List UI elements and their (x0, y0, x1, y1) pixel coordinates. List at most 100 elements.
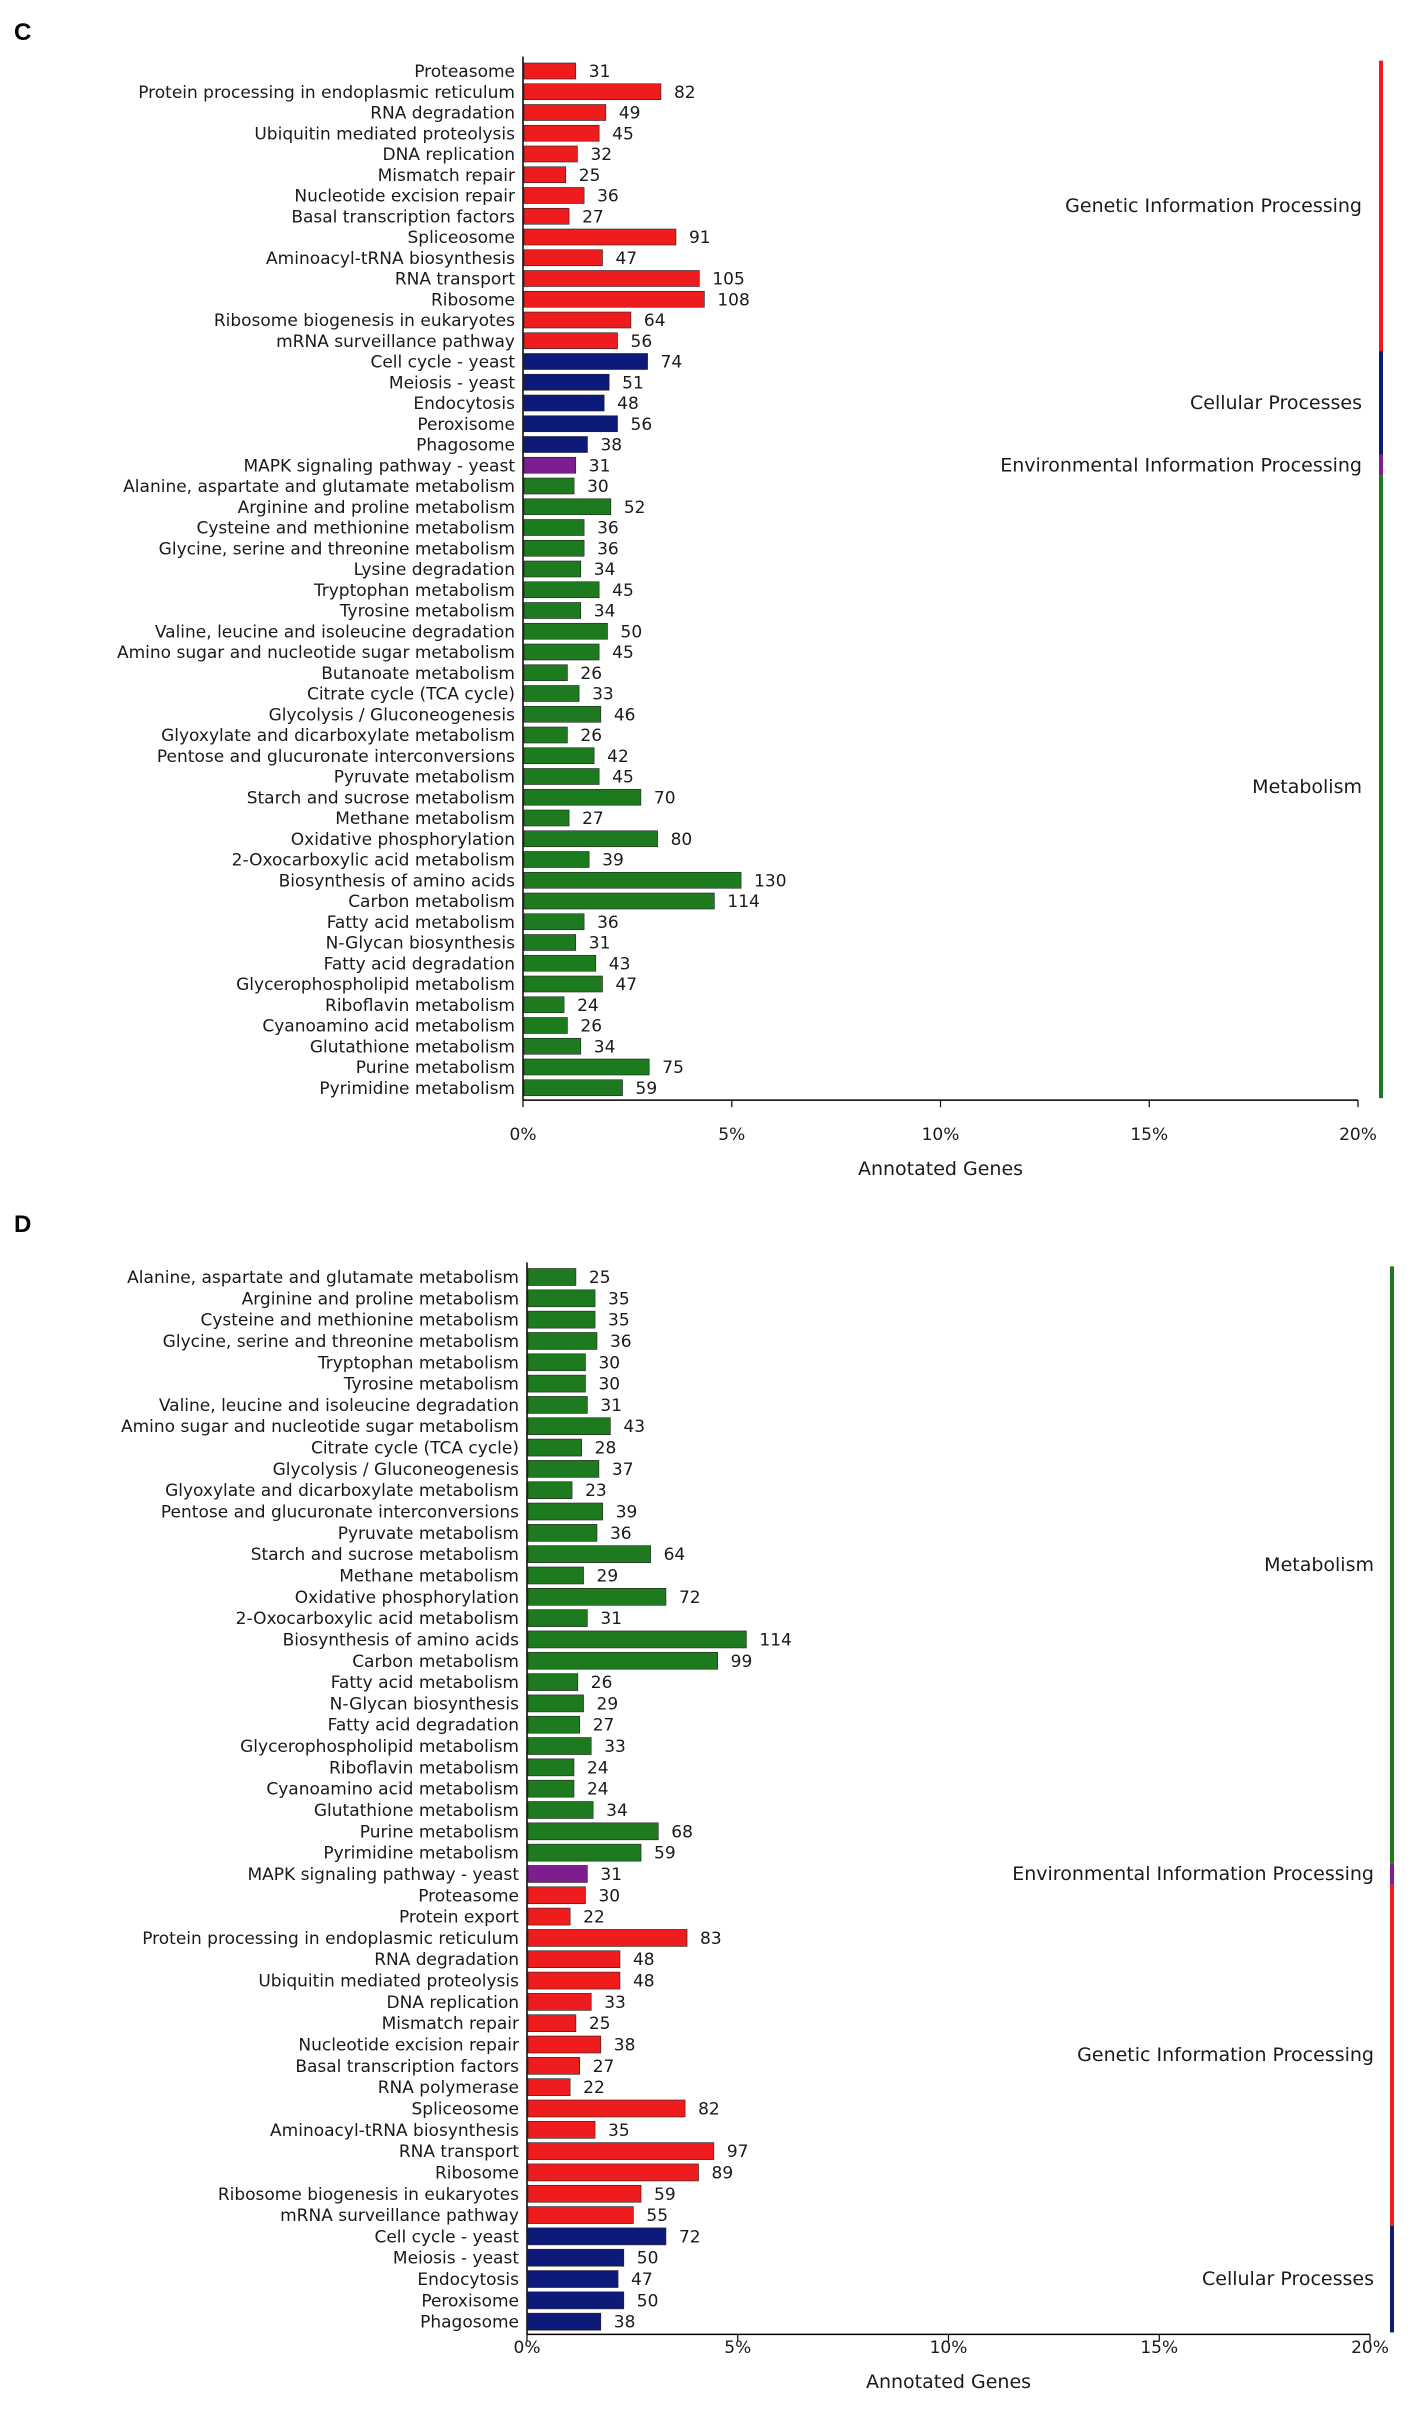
bar-row-arginine-and-proline-metabolism: Arginine and proline metabolism 35 (242, 1289, 630, 1309)
value-label: 42 (607, 747, 629, 767)
bar-row-glycerophospholipid-metabolism: Glycerophospholipid metabolism 33 (240, 1737, 626, 1757)
bar-row-rna-degradation: RNA degradation 49 (370, 104, 640, 124)
category-label: Pyrimidine metabolism (319, 1079, 515, 1099)
bar-spliceosome (523, 228, 677, 246)
category-label: Fatty acid degradation (328, 1716, 519, 1736)
value-label: 27 (593, 2057, 615, 2077)
category-label: RNA transport (399, 2142, 519, 2162)
bar-fatty-acid-degradation (527, 1715, 581, 1734)
value-label: 46 (614, 705, 636, 725)
value-label: 130 (754, 871, 786, 891)
value-label: 24 (587, 1758, 609, 1778)
bar-row-butanoate-metabolism: Butanoate metabolism 26 (321, 664, 602, 684)
category-label: Pyrimidine metabolism (323, 1844, 519, 1864)
group-label-environmental-information-processing: Environmental Information Processing (1012, 1863, 1374, 1885)
category-label: Nucleotide excision repair (294, 187, 515, 207)
value-label: 99 (731, 1652, 753, 1672)
bar-starch-and-sucrose-metabolism (527, 1545, 651, 1563)
bar-row-valine-leucine-and-isoleucine-degradation: Valine, leucine and isoleucine degradati… (155, 622, 642, 642)
bar-row-dna-replication: DNA replication 33 (387, 1993, 626, 2013)
bar-row-glyoxylate-and-dicarboxylate-metabolism: Glyoxylate and dicarboxylate metabolism 2… (161, 726, 602, 746)
bar-row-basal-transcription-factors: Basal transcription factors 27 (291, 207, 603, 227)
value-label: 108 (717, 290, 749, 310)
category-label: RNA degradation (370, 104, 515, 124)
bar-row-cysteine-and-methionine-metabolism: Cysteine and methionine metabolism 35 (200, 1311, 629, 1331)
bar-row-glyoxylate-and-dicarboxylate-metabolism: Glyoxylate and dicarboxylate metabolism 2… (165, 1481, 607, 1501)
bar-glycolysis-gluconeogenesis (523, 705, 602, 723)
bar-2-oxocarboxylic-acid-metabolism (523, 851, 590, 868)
bar-row-spliceosome: Spliceosome 91 (407, 228, 710, 248)
bar-row-pyruvate-metabolism: Pyruvate metabolism 45 (334, 768, 634, 788)
bar-starch-and-sucrose-metabolism (523, 788, 642, 806)
value-label: 26 (580, 1017, 602, 1037)
bar-row-peroxisome: Peroxisome 56 (417, 415, 652, 435)
bar-lysine-degradation (523, 560, 582, 578)
value-label: 35 (608, 2121, 630, 2141)
bar-row-endocytosis: Endocytosis 48 (413, 394, 638, 414)
panel-label: D (14, 1211, 31, 1238)
bar-row-rna-transport: RNA transport 97 (399, 2142, 749, 2162)
value-label: 31 (589, 934, 611, 954)
bar-arginine-and-proline-metabolism (527, 1289, 596, 1308)
bar-row-alanine-aspartate-and-glutamate-metabolism: Alanine, aspartate and glutamate metabol… (123, 477, 609, 497)
bar-2-oxocarboxylic-acid-metabolism (527, 1609, 588, 1627)
value-label: 43 (623, 1417, 645, 1437)
bar-row-glycolysis-gluconeogenesis: Glycolysis / Gluconeogenesis 37 (273, 1460, 634, 1480)
bar-row-glycine-serine-and-threonine-metabolism: Glycine, serine and threonine metabolism… (159, 539, 619, 559)
bar-row-pentose-and-glucuronate-interconversions: Pentose and glucuronate interconversions… (161, 1503, 637, 1523)
category-label: Valine, leucine and isoleucine degradati… (155, 622, 515, 642)
category-label: Glyoxylate and dicarboxylate metabolism (165, 1481, 519, 1501)
value-label: 36 (597, 539, 619, 559)
bar-row-tyrosine-metabolism: Tyrosine metabolism 34 (339, 602, 616, 622)
bar-aminoacyl-trna-biosynthesis (527, 2121, 596, 2139)
value-label: 59 (636, 1079, 658, 1099)
value-label: 72 (679, 2227, 701, 2247)
value-label: 47 (615, 975, 637, 995)
value-label: 33 (592, 685, 614, 705)
bar-ubiquitin-mediated-proteolysis (527, 1971, 621, 1990)
bar-row-purine-metabolism: Purine metabolism 75 (356, 1058, 684, 1078)
bar-row-fatty-acid-degradation: Fatty acid degradation 43 (324, 954, 631, 974)
category-label: Spliceosome (411, 2099, 519, 2119)
value-label: 39 (602, 851, 624, 871)
category-label: Phagosome (416, 436, 515, 456)
category-label: Carbon metabolism (348, 892, 515, 912)
bar-row-cell-cycle-yeast: Cell cycle - yeast 72 (374, 2227, 700, 2247)
category-label: Starch and sucrose metabolism (251, 1545, 519, 1565)
category-label: Tryptophan metabolism (317, 1353, 519, 1373)
bar-row-ubiquitin-mediated-proteolysis: Ubiquitin mediated proteolysis 48 (258, 1972, 654, 1992)
category-label: Fatty acid metabolism (331, 1673, 519, 1693)
value-label: 24 (587, 1780, 609, 1800)
value-label: 28 (595, 1439, 617, 1459)
chart-panel-d: D Alanine, aspartate and glutamate metabo… (14, 1211, 1394, 2393)
value-label: 29 (597, 1566, 619, 1586)
value-label: 82 (698, 2099, 720, 2119)
value-label: 32 (590, 145, 612, 165)
category-label: N-Glycan biosynthesis (330, 1694, 519, 1714)
bar-row-dna-replication: DNA replication 32 (383, 145, 613, 165)
bar-row-fatty-acid-metabolism: Fatty acid metabolism 26 (331, 1673, 613, 1693)
bar-carbon-metabolism (523, 892, 715, 910)
bar-amino-sugar-and-nucleotide-sugar-metabolism (527, 1417, 611, 1436)
category-label: Pentose and glucuronate interconversions (161, 1503, 519, 1523)
category-label: Glycolysis / Gluconeogenesis (269, 705, 516, 725)
category-label: Alanine, aspartate and glutamate metabol… (123, 477, 515, 497)
bar-glycerophospholipid-metabolism (527, 1737, 592, 1755)
bar-ribosome-biogenesis-in-eukaryotes (527, 2184, 642, 2203)
bar-mapk-signaling-pathway-yeast (523, 456, 577, 474)
group-label-genetic-information-processing: Genetic Information Processing (1077, 2044, 1374, 2066)
bar-row-tryptophan-metabolism: Tryptophan metabolism 30 (317, 1353, 620, 1373)
bar-glycerophospholipid-metabolism (523, 975, 603, 993)
value-label: 31 (600, 1396, 622, 1416)
bar-phagosome (527, 2312, 602, 2331)
bar-pentose-and-glucuronate-interconversions (527, 1502, 604, 1521)
bar-pyrimidine-metabolism (523, 1079, 623, 1097)
bar-row-proteasome: Proteasome 30 (418, 1886, 620, 1906)
category-label: RNA polymerase (378, 2078, 519, 2098)
value-label: 30 (587, 477, 609, 497)
bar-ribosome (527, 2163, 699, 2182)
value-label: 22 (583, 2078, 605, 2098)
value-label: 50 (621, 622, 643, 642)
bar-row-protein-processing-in-endoplasmic-reticulum: Protein processing in endoplasmic reticu… (142, 1929, 721, 1949)
bar-row-pyruvate-metabolism: Pyruvate metabolism 36 (338, 1524, 632, 1544)
